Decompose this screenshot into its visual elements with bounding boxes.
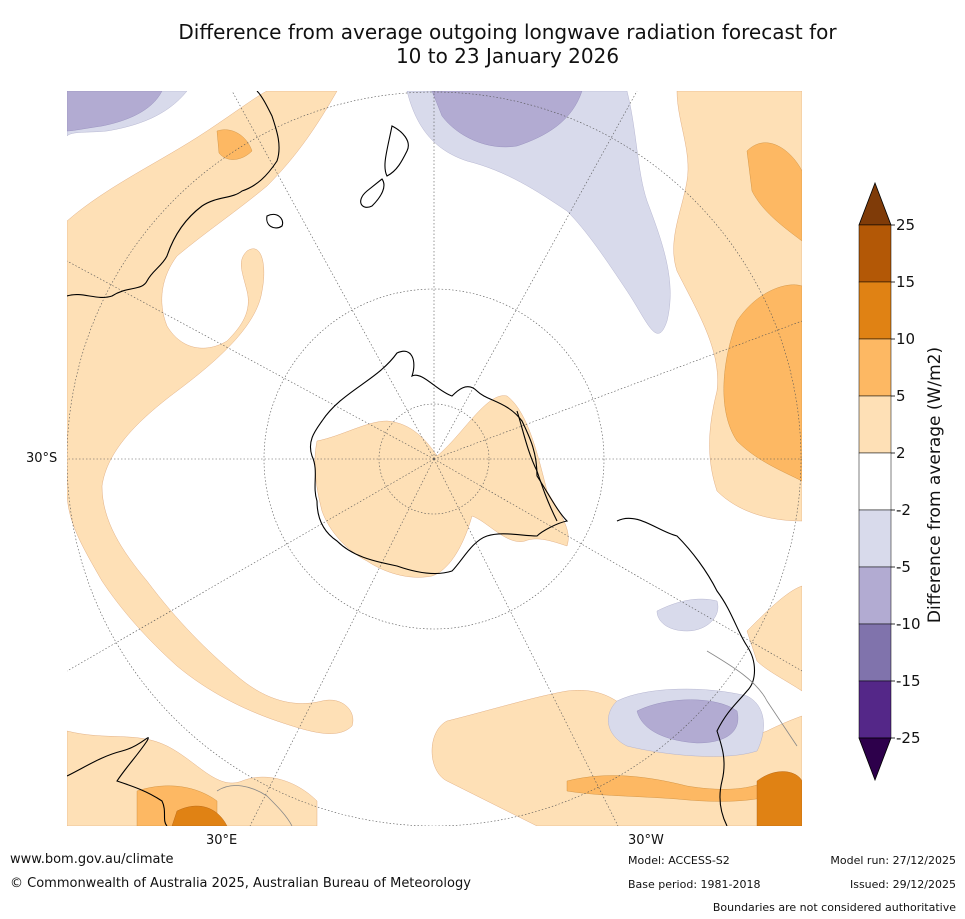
title-line-1: Difference from average outgoing longwav… (178, 20, 837, 44)
coast-antarctic-peninsula (516, 410, 558, 522)
colorbar-bin-c15_25 (858, 224, 892, 283)
footer-base-period: Base period: 1981-2018 (628, 878, 761, 891)
border-south-america (706, 650, 798, 747)
anomaly-region-pos10-southeast (756, 771, 802, 826)
colorbar-tick-label: 15 (896, 273, 915, 291)
anomaly-region-pos5-northeast (746, 142, 802, 242)
colorbar-tick-label: 25 (896, 216, 915, 234)
anomaly-region-pos5-indian (216, 129, 253, 160)
anomaly-region-neg2-south-america (656, 598, 719, 632)
coast-tasmania (266, 213, 284, 229)
colorbar-bin-c5_10 (858, 338, 892, 397)
anomaly-region-neg5-south-pacific (431, 91, 583, 148)
anomaly-region-neg5-south-atlantic (636, 699, 739, 744)
footer-issued: Issued: 29/12/2025 (849, 878, 956, 891)
coast-new-zealand-north (384, 125, 409, 177)
colorbar-bin-neutral (858, 452, 892, 511)
anomaly-region-pos-southeast-africa (67, 730, 318, 826)
footer-model: Model: ACCESS-S2 (628, 854, 730, 867)
coast-south-america (616, 517, 756, 826)
anomaly-region-pos-south-america-east (746, 585, 802, 692)
latitude-circle-30s (67, 91, 802, 826)
colorbar-bin-cm10_m5 (858, 566, 892, 625)
colorbar-bin-cm5_m2 (858, 509, 892, 568)
meridian-120e (67, 260, 435, 460)
coast-australia (67, 91, 280, 298)
colorbar-bin-cm15_m10 (858, 623, 892, 682)
colorbar-tick-label: 10 (896, 330, 915, 348)
colorbar-tick-label: -2 (896, 501, 911, 519)
footer-model-run: Model run: 27/12/2025 (830, 854, 956, 867)
coast-antarctica (309, 350, 569, 575)
anomaly-region-pos-antarctica (314, 395, 569, 578)
latitude-circle-80s (378, 403, 490, 515)
colorbar-extend-min (858, 737, 892, 782)
colorbar-bin-cm25_m15 (858, 680, 892, 739)
chart-title: Difference from average outgoing longwav… (0, 20, 965, 68)
coastlines (67, 91, 756, 826)
colorbar-extend-max (858, 181, 892, 226)
meridian-150w (433, 91, 638, 460)
anomaly-region-neg2-south-pacific (406, 91, 671, 334)
coast-africa (67, 737, 168, 826)
anomaly-region-pos10-south-africa (171, 805, 228, 826)
colorbar: 25 15 10 5 2 -2 -5 -10 -15 -25 (858, 181, 921, 782)
border-southern-africa (216, 785, 293, 826)
anomaly-region-pos5-east-pacific (723, 284, 802, 482)
footer-disclaimer: Boundaries are not considered authoritat… (712, 901, 956, 914)
anomaly-region-neg5-northwest (67, 91, 163, 132)
colorbar-bin-c10_15 (858, 281, 892, 340)
polar-map (67, 91, 802, 826)
title-line-2: 10 to 23 January 2026 (395, 44, 620, 68)
colorbar-tick-label: -10 (896, 615, 921, 633)
anomaly-region-pos-west-band (67, 91, 354, 734)
latitude-circle-60s (263, 288, 605, 630)
meridian-60e (67, 458, 435, 672)
country-borders (216, 650, 798, 826)
lon-label-30w: 30°W (628, 833, 664, 848)
meridian-120w (433, 320, 802, 460)
colorbar-tick-label: 2 (896, 444, 906, 462)
footer-website: www.bom.gov.au/climate (10, 852, 174, 867)
lon-label-30e: 30°E (206, 833, 238, 848)
colorbar-title: Difference from average (W/m2) (925, 346, 945, 624)
coast-new-zealand-south (360, 178, 385, 208)
colorbar-tick-label: -25 (896, 729, 921, 747)
colorbar-tick-label: -15 (896, 672, 921, 690)
lat-label-30s: 30°S (26, 451, 58, 466)
colorbar-tick-label: 5 (896, 387, 906, 405)
colorbar-bin-c2_5 (858, 395, 892, 454)
colorbar-tick-label: -5 (896, 558, 911, 576)
footer-copyright: © Commonwealth of Australia 2025, Austra… (10, 876, 471, 891)
